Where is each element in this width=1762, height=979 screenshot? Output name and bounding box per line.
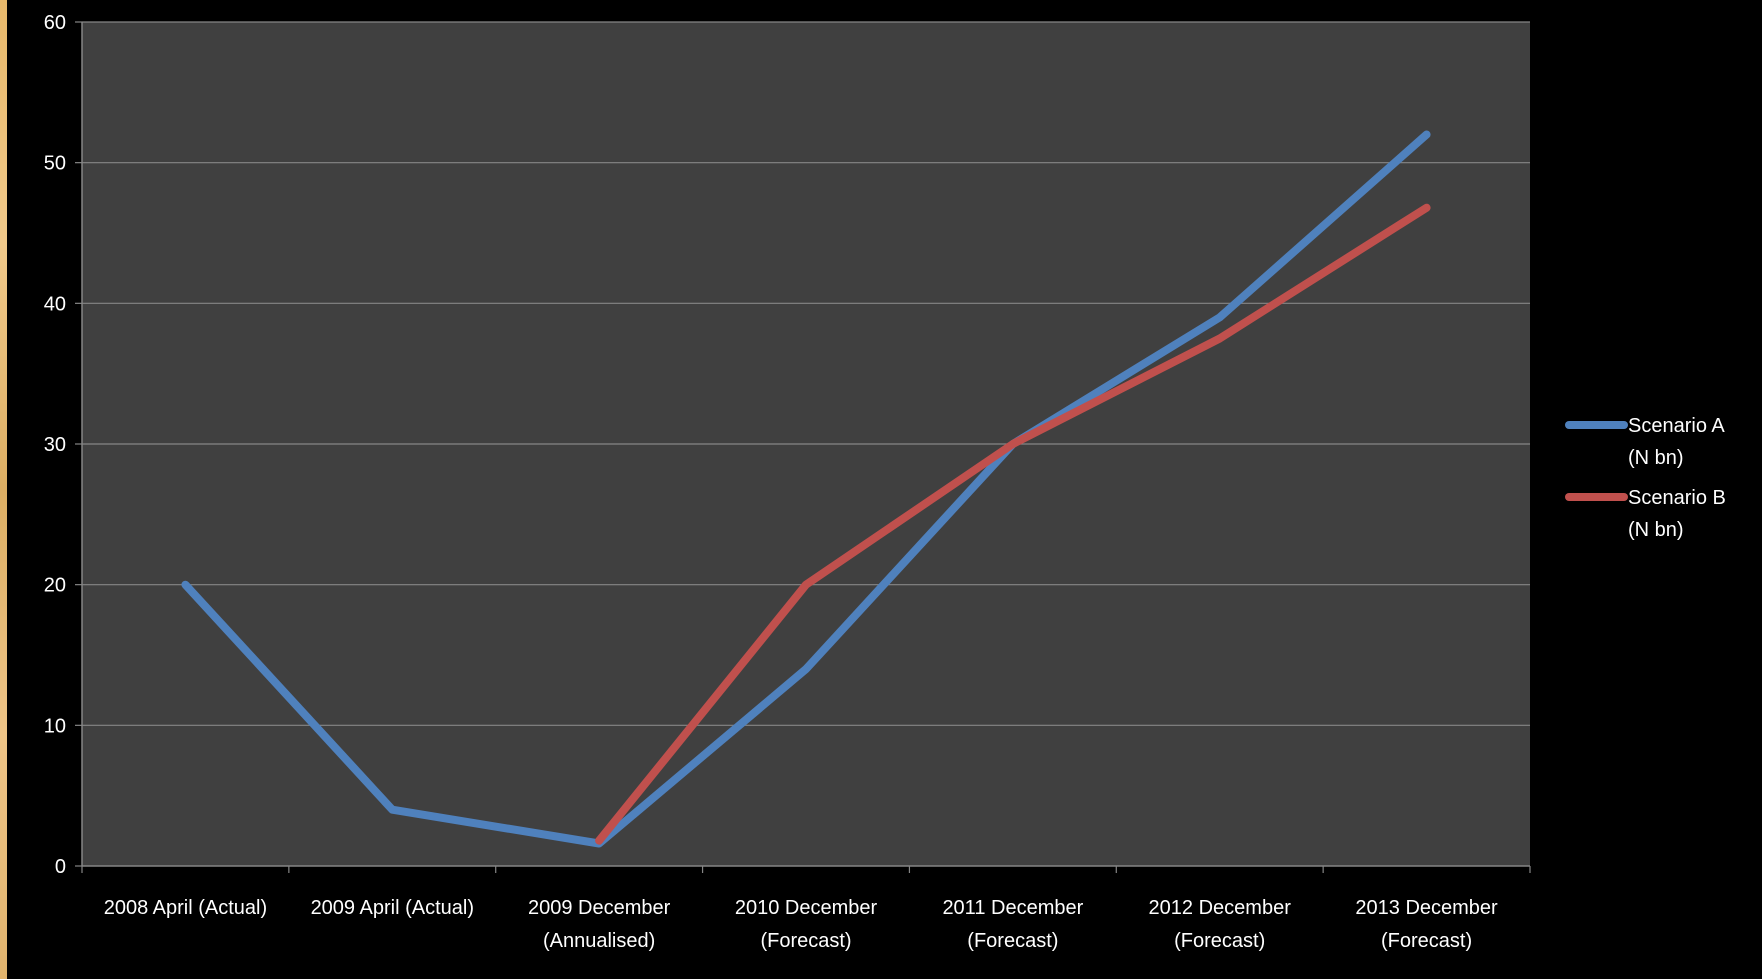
series-lines bbox=[181, 130, 1431, 848]
x-tick-label-5-line-1: (Forecast) bbox=[1174, 930, 1265, 952]
x-tick-label-0-line-0: 2008 April (Actual) bbox=[104, 897, 267, 919]
x-tick-label-6: 2013 December (Forecast) bbox=[1355, 897, 1498, 952]
x-tick-label-3-line-1: (Forecast) bbox=[760, 930, 851, 952]
y-tick-label-1: 10 bbox=[44, 715, 66, 737]
legend-label-2-line-0: Scenario B bbox=[1628, 487, 1726, 509]
x-tick-label-6-line-1: (Forecast) bbox=[1381, 930, 1472, 952]
x-tick-label-2: 2009 December (Annualised) bbox=[528, 897, 671, 952]
x-tick-label-3-line-0: 2010 December bbox=[735, 897, 878, 919]
y-tick-label-5: 50 bbox=[44, 153, 66, 175]
y-tick-label-2: 20 bbox=[44, 575, 66, 597]
x-axis-tick-labels: 2008 April (Actual) 2009 April (Actual) 20… bbox=[104, 897, 1498, 952]
x-tick-label-1: 2009 April (Actual) bbox=[311, 897, 474, 919]
x-tick-label-3: 2010 December (Forecast) bbox=[735, 897, 878, 952]
y-axis-tick-labels: 0 10 20 30 40 50 60 bbox=[44, 12, 66, 878]
x-tick-label-1-line-0: 2009 April (Actual) bbox=[311, 897, 474, 919]
x-tick-label-2-line-0: 2009 December bbox=[528, 897, 671, 919]
y-tick-label-0: 0 bbox=[55, 856, 66, 878]
x-tick-label-4: 2011 December (Forecast) bbox=[942, 897, 1083, 952]
x-tick-label-4-line-0: 2011 December bbox=[942, 897, 1083, 919]
gridlines bbox=[82, 21, 1530, 726]
x-tick-label-6-line-0: 2013 December bbox=[1355, 897, 1498, 919]
legend-label-1-line-1: (N bn) bbox=[1628, 447, 1684, 469]
y-tick-label-6: 60 bbox=[44, 12, 66, 34]
y-tick-label-3: 30 bbox=[44, 434, 66, 456]
series-line-1 bbox=[181, 130, 1431, 848]
legend-label-2: Scenario B (N bn) bbox=[1628, 487, 1726, 541]
x-tick-label-2-line-1: (Annualised) bbox=[543, 930, 655, 952]
legend-label-1: Scenario A (N bn) bbox=[1628, 415, 1725, 469]
legend-label-1-line-0: Scenario A bbox=[1628, 415, 1725, 437]
legend-label-2-line-1: (N bn) bbox=[1628, 519, 1684, 541]
x-tick-label-5: 2012 December (Forecast) bbox=[1149, 897, 1292, 952]
background-edge-strip bbox=[0, 0, 7, 979]
x-tick-label-4-line-1: (Forecast) bbox=[967, 930, 1058, 952]
y-tick-label-4: 40 bbox=[44, 293, 66, 315]
axes bbox=[75, 21, 1531, 873]
series-line-2 bbox=[595, 203, 1431, 845]
x-tick-label-5-line-0: 2012 December bbox=[1149, 897, 1292, 919]
legend: Scenario A (N bn) Scenario B (N bn) bbox=[1565, 415, 1726, 541]
x-tick-label-0: 2008 April (Actual) bbox=[104, 897, 267, 919]
